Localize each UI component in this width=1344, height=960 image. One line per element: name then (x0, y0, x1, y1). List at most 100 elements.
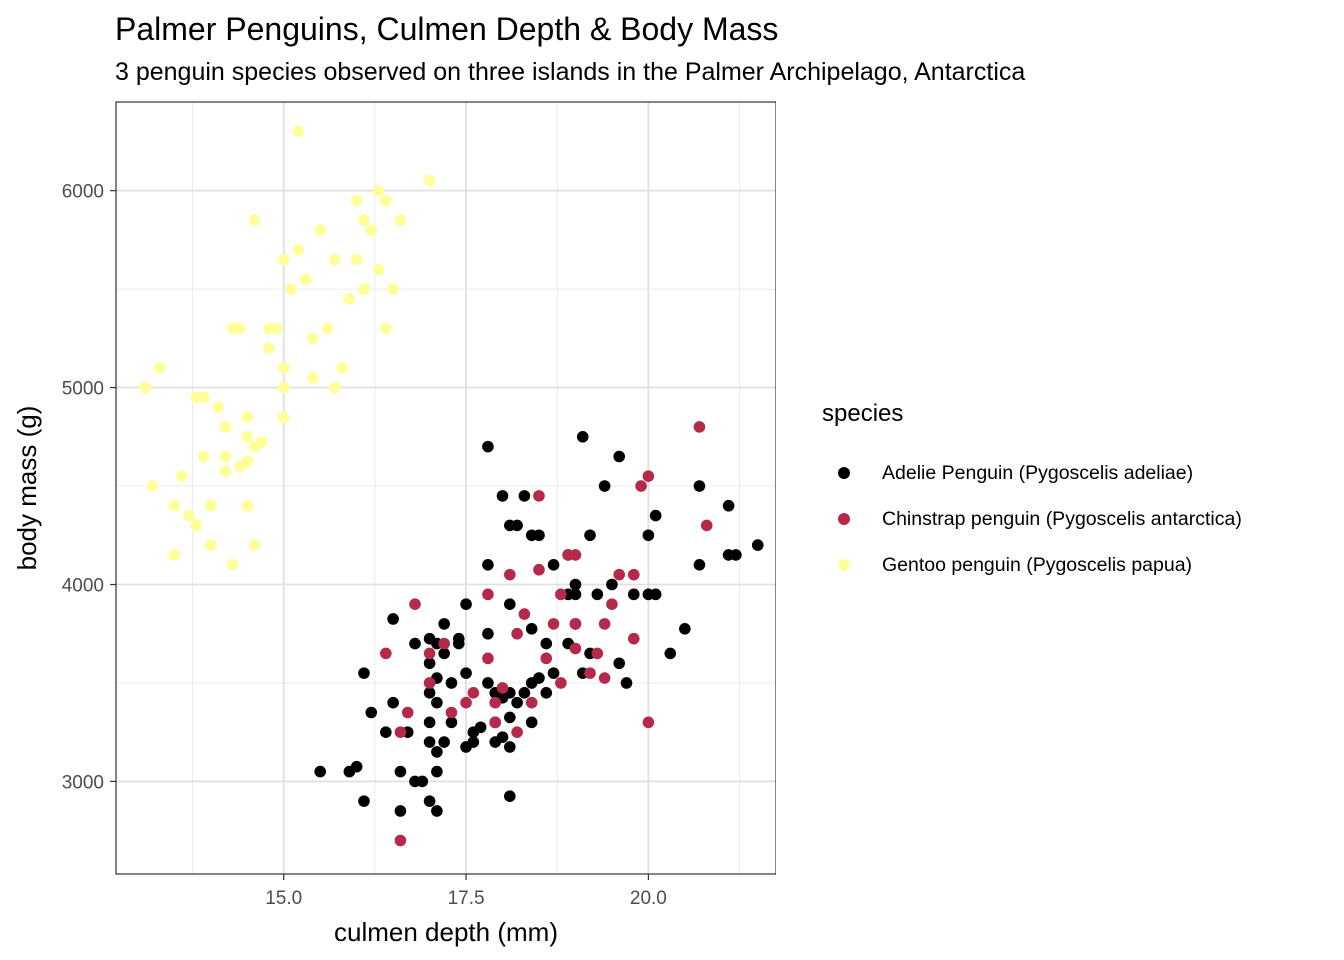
legend-marker (838, 559, 850, 571)
data-point (533, 563, 545, 576)
data-point (350, 253, 363, 266)
data-point (504, 568, 516, 581)
data-point (576, 430, 589, 443)
data-point (613, 568, 626, 581)
data-point (277, 253, 290, 266)
data-point (496, 682, 509, 694)
data-point (343, 293, 356, 305)
data-point (584, 667, 596, 679)
data-point (642, 716, 655, 729)
data-point (241, 430, 254, 443)
data-point (598, 618, 611, 630)
data-points (139, 125, 764, 847)
data-point (540, 637, 553, 650)
data-point (205, 539, 217, 551)
data-point (504, 711, 516, 724)
data-point (598, 672, 611, 684)
y-axis-title: body mass (g) (12, 406, 42, 571)
data-point (248, 214, 261, 226)
data-point (504, 741, 516, 753)
data-point (460, 598, 472, 610)
data-point (409, 637, 421, 650)
data-point (423, 677, 436, 689)
axis-ticks (110, 190, 649, 880)
data-point (482, 588, 494, 601)
data-point (431, 746, 443, 758)
data-point (358, 667, 370, 679)
data-point (613, 657, 626, 670)
data-point (387, 283, 399, 295)
data-point (598, 480, 611, 492)
data-point (197, 450, 210, 463)
data-point (722, 499, 735, 512)
data-point (394, 834, 407, 847)
data-point (511, 696, 523, 709)
data-point (336, 362, 348, 374)
data-point (591, 647, 604, 660)
data-point (350, 760, 363, 773)
data-point (627, 632, 640, 645)
y-tick-label: 3000 (62, 772, 104, 793)
data-point (533, 672, 545, 684)
data-point (205, 499, 217, 512)
data-point (394, 805, 407, 817)
data-point (416, 775, 429, 788)
data-point (321, 322, 334, 335)
data-point (423, 657, 436, 670)
data-point (365, 224, 378, 236)
data-point (277, 381, 290, 394)
data-point (365, 706, 378, 719)
legend-label: Gentoo penguin (Pygoscelis papua) (882, 554, 1193, 576)
data-point (569, 549, 582, 561)
legend-item: Chinstrap penguin (Pygoscelis antarctica… (822, 496, 1242, 542)
data-point (613, 450, 626, 463)
data-point (248, 539, 261, 551)
data-point (431, 696, 443, 709)
legend-item: Adelie Penguin (Pygoscelis adeliae) (822, 450, 1242, 496)
data-point (153, 362, 166, 374)
data-point (394, 765, 407, 778)
legend-label: Chinstrap penguin (Pygoscelis antarctica… (882, 508, 1242, 530)
legend-item: Gentoo penguin (Pygoscelis papua) (822, 542, 1242, 588)
data-point (460, 696, 472, 709)
data-point (460, 667, 472, 679)
data-point (452, 632, 465, 645)
data-point (445, 677, 458, 689)
data-point (635, 480, 647, 492)
data-point (190, 519, 203, 532)
data-point (533, 490, 545, 502)
data-point (445, 716, 458, 729)
data-point (394, 214, 407, 226)
tick-labels: 15.0 17.5 20.0 3000 4000 5000 6000 (62, 182, 667, 909)
data-point (358, 283, 370, 295)
x-tick-label: 15.0 (265, 888, 302, 909)
data-point (423, 687, 436, 699)
data-point (547, 559, 560, 571)
data-point (751, 539, 764, 551)
data-point (292, 125, 305, 138)
y-tick-label: 5000 (62, 379, 104, 400)
data-point (423, 174, 436, 187)
data-point (496, 731, 509, 743)
data-point (525, 696, 538, 709)
data-point (627, 568, 640, 581)
data-point (547, 667, 560, 679)
data-point (620, 677, 633, 689)
data-point (263, 342, 275, 354)
data-point (606, 578, 618, 591)
minor-gridlines (116, 102, 776, 874)
data-point (372, 263, 385, 276)
data-point (511, 519, 523, 532)
data-point (277, 411, 290, 423)
data-point (467, 736, 480, 748)
data-point (518, 490, 531, 502)
data-point (489, 716, 502, 729)
data-point (555, 677, 567, 689)
data-point (380, 726, 392, 739)
data-point (693, 421, 706, 433)
data-point (569, 578, 582, 591)
legend-marker (838, 467, 850, 479)
data-point (139, 381, 151, 394)
y-tick-label: 4000 (62, 576, 104, 597)
data-point (423, 736, 436, 748)
